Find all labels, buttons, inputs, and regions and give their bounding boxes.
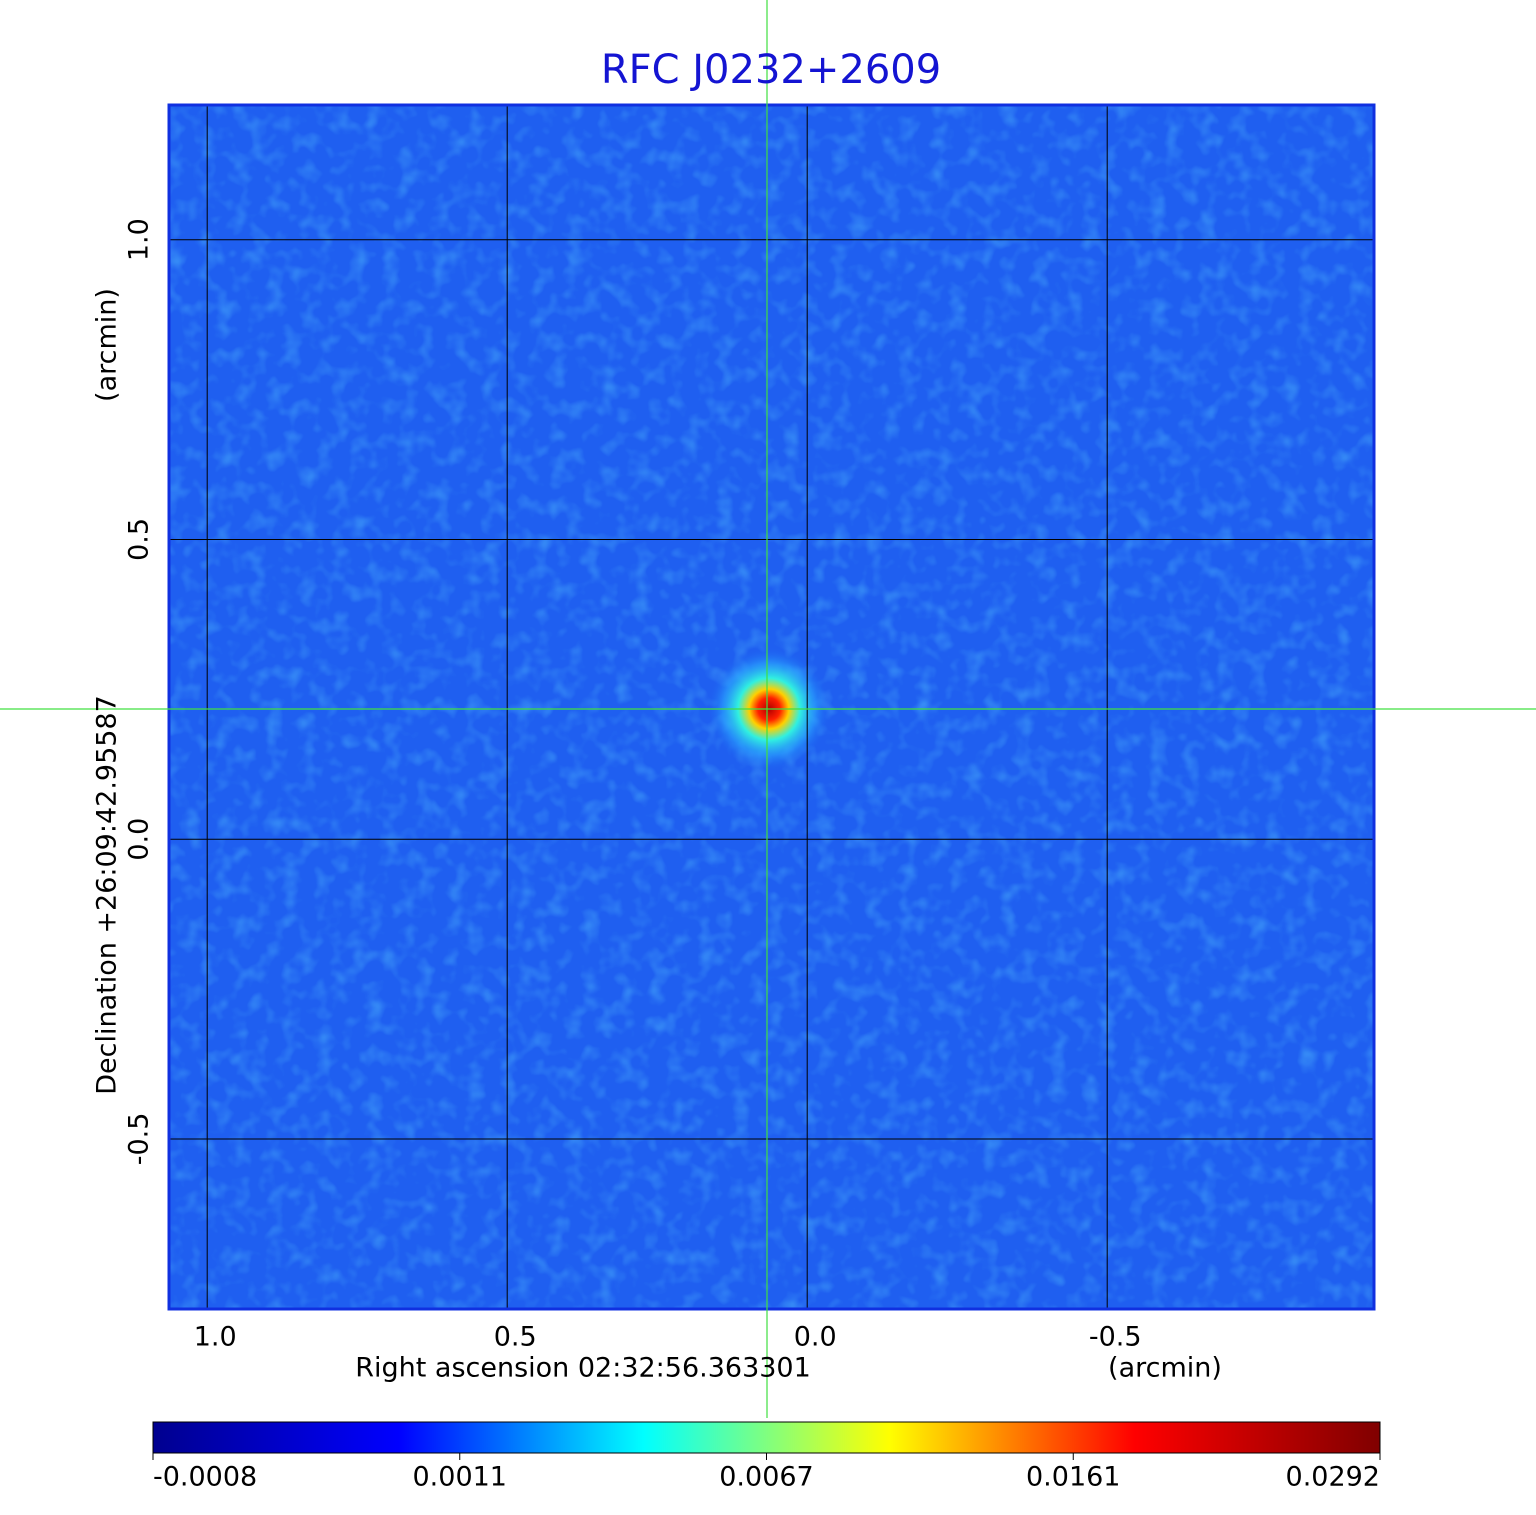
colorbar-tick-label: 0.0161: [1026, 1462, 1120, 1493]
x-tick-label: 0.5: [494, 1322, 537, 1353]
y-axis-unit: (arcmin): [92, 288, 123, 402]
colorbar-tick-label: 0.0067: [719, 1462, 813, 1493]
y-tick-label: 1.0: [124, 218, 155, 261]
y-tick-label: 0.5: [124, 518, 155, 561]
grid: [170, 106, 1373, 1308]
colorbar: [152, 1421, 1381, 1454]
colorbar-tick-label: 0.0011: [413, 1462, 507, 1493]
colorbar-tick-label: 0.0292: [1286, 1462, 1380, 1493]
y-axis-label: Declination +26:09:42.95587: [92, 695, 123, 1095]
x-axis-unit: (arcmin): [1108, 1353, 1222, 1384]
x-tick-label: -0.5: [1089, 1322, 1142, 1353]
y-tick-label: -0.5: [124, 1113, 155, 1166]
x-axis-label: Right ascension 02:32:56.363301: [355, 1353, 811, 1384]
y-tick-label: 0.0: [124, 818, 155, 861]
plot-frame: [167, 103, 1376, 1311]
x-tick-label: 0.0: [794, 1322, 837, 1353]
x-tick-label: 1.0: [194, 1322, 237, 1353]
colorbar-tick-label: -0.0008: [153, 1462, 257, 1493]
chart-title: RFC J0232+2609: [601, 47, 941, 93]
